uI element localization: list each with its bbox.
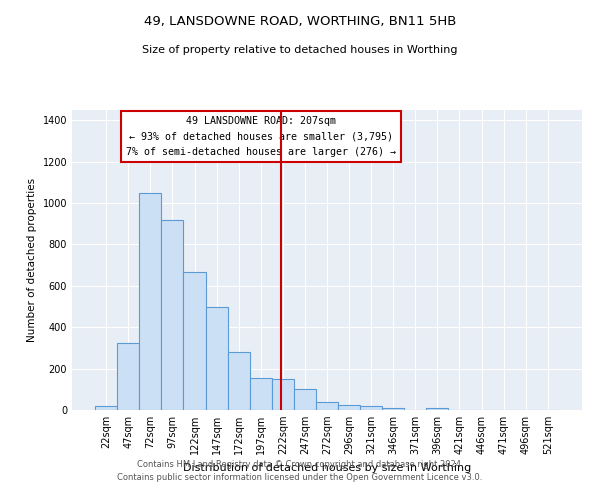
Bar [250, 378, 272, 410]
Bar [227, 352, 250, 410]
Y-axis label: Number of detached properties: Number of detached properties [27, 178, 37, 342]
Bar [272, 379, 294, 410]
Bar [427, 408, 448, 410]
Bar [360, 406, 382, 410]
Bar [184, 272, 206, 410]
Bar [117, 343, 139, 410]
Bar [161, 220, 184, 410]
X-axis label: Distribution of detached houses by size in Worthing: Distribution of detached houses by size … [183, 462, 471, 472]
Bar [338, 405, 360, 410]
Text: 49, LANSDOWNE ROAD, WORTHING, BN11 5HB: 49, LANSDOWNE ROAD, WORTHING, BN11 5HB [144, 15, 456, 28]
Bar [316, 402, 338, 410]
Bar [206, 306, 227, 410]
Text: 49 LANSDOWNE ROAD: 207sqm
← 93% of detached houses are smaller (3,795)
7% of sem: 49 LANSDOWNE ROAD: 207sqm ← 93% of detac… [126, 116, 396, 157]
Bar [382, 408, 404, 410]
Text: Contains HM Land Registry data © Crown copyright and database right 2024.
Contai: Contains HM Land Registry data © Crown c… [118, 460, 482, 482]
Bar [95, 406, 117, 410]
Bar [294, 390, 316, 410]
Text: Size of property relative to detached houses in Worthing: Size of property relative to detached ho… [142, 45, 458, 55]
Bar [139, 193, 161, 410]
